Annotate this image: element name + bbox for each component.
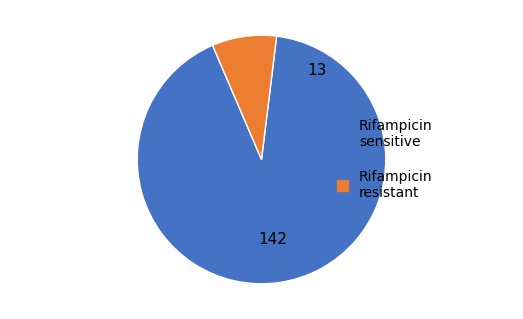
Text: 13: 13 — [308, 63, 327, 78]
Wedge shape — [137, 36, 386, 284]
Text: 142: 142 — [258, 232, 287, 247]
Wedge shape — [212, 35, 277, 160]
Legend: Rifampicin
sensitive, Rifampicin
resistant: Rifampicin sensitive, Rifampicin resista… — [337, 119, 433, 200]
